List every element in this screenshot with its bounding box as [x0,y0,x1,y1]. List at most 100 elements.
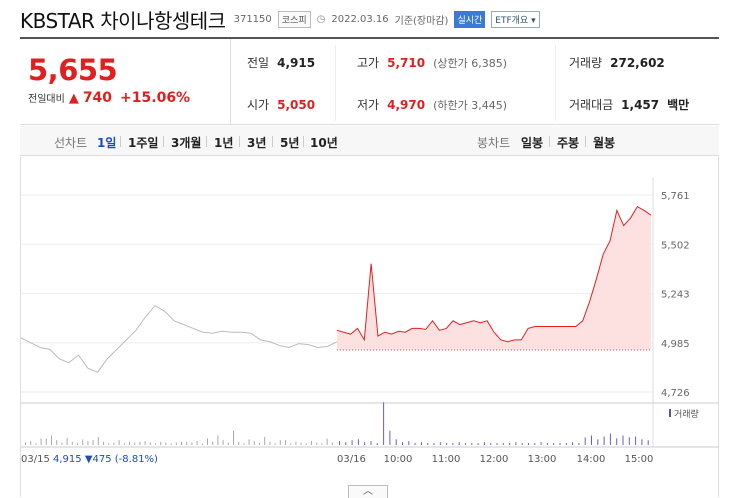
volume-bar [253,441,255,445]
volume-bar [160,441,162,445]
tab-1d[interactable]: 1일 [97,136,117,150]
x-tick-label: 15:00 [625,454,654,465]
volume-bar [540,442,542,445]
volume-bar [502,443,504,445]
volume-bar [584,437,586,445]
volume-bar [103,441,104,445]
volume-bar [635,436,637,445]
y-tick-label: 4,985 [661,339,690,350]
stat-label: 거래대금 [569,98,614,112]
volume-bar [279,440,281,445]
volume-bar [370,441,372,445]
realtime-button[interactable]: 실시간 [454,10,486,28]
chevron-up-icon: ︿ [363,486,373,497]
stat-unit: 백만 [667,98,690,112]
stat-sub: (하한가 3,445) [433,99,507,112]
volume-bar [217,435,219,445]
stat-low: 저가 4,970 (하한가 3,445) [357,96,507,113]
volume-bar [248,439,250,445]
tab-1y[interactable]: 1년 [214,136,234,150]
tab-3y[interactable]: 3년 [247,136,267,150]
tab-monthly-candle[interactable]: 월봉 [593,136,616,150]
volume-bar [186,441,188,445]
prev-day-label: 03/15 [21,454,53,465]
volume-bar [578,443,580,445]
stat-label: 고가 [357,56,380,70]
volume-bar [77,443,78,445]
page-title: KBSTAR 차이나항셍테크 [20,8,226,33]
divider [163,136,164,147]
volume-bar [364,442,366,445]
volume-bar [45,438,47,445]
x-tick-label: 14:00 [577,454,606,465]
volume-bar [597,439,599,445]
volume-bar [233,430,234,445]
volume-bar [51,435,52,445]
up-arrow-icon: ▲ [68,91,79,106]
tab-10y[interactable]: 10년 [310,136,338,150]
x-tick-label: 13:00 [528,454,557,465]
divider [585,136,586,147]
volume-bar [243,443,245,445]
divider [20,37,719,39]
volume-bar [395,439,397,445]
down-arrow-icon: ▼ [85,454,93,465]
x-tick-label: 03/16 [337,454,366,465]
volume-legend-swatch [669,409,671,417]
collapse-toggle-button[interactable]: ︿ [348,485,388,498]
volume-bar [25,442,26,445]
volume-bar [609,433,611,445]
volume-bar [420,442,422,445]
price-box: 5,655 전일대비 ▲ 740 +15.06% [20,39,231,125]
stat-open: 시가 5,050 [247,96,315,113]
stat-high: 고가 5,710 (상한가 6,385) [357,54,507,71]
volume-bar [471,443,473,445]
volume-bar [311,441,312,445]
volume-bar [376,443,378,445]
line-chart-label: 선차트 [54,136,88,150]
volume-bar [238,441,240,445]
volume-bar [383,402,385,445]
volume-bar [628,437,630,445]
tab-weekly-candle[interactable]: 주봉 [557,136,580,150]
volume-bar [300,442,302,445]
volume-bar [108,443,110,445]
volume-bar [496,443,498,445]
volume-bar [339,441,340,445]
volume-bar [446,443,448,445]
volume-bar [227,442,229,445]
volume-bar [565,443,567,445]
volume-bar [170,443,172,445]
divider [272,136,273,147]
tab-5y[interactable]: 5년 [280,136,300,150]
volume-bar [175,442,177,445]
basis-text: 기준(장마감) [394,15,449,27]
series-group [20,205,652,373]
volume-bar [129,441,130,445]
volume-bar [92,440,94,445]
y-tick-label: 4,726 [661,388,690,399]
tab-1w[interactable]: 1주일 [128,136,159,150]
volume-bar [66,437,68,445]
volume-bar [465,443,466,445]
volume-bar [259,442,260,445]
tab-3m[interactable]: 3개월 [171,136,202,150]
tab-daily-candle[interactable]: 일봉 [521,136,544,150]
volume-bar [458,442,460,445]
volume-bar [295,441,297,445]
volume-bar [285,440,286,445]
etf-overview-dropdown[interactable]: ETF개요 ▾ [491,10,540,28]
volume-bar [155,443,156,445]
volume-bar [509,443,511,445]
volume-bar [591,435,592,445]
stat-label: 저가 [357,98,380,112]
volume-bar [118,440,120,445]
volume-bar [321,443,323,445]
stat-volume: 거래량 272,602 [569,54,665,71]
volume-bar [264,437,266,445]
stat-value: 4,970 [387,98,426,112]
stat-label: 시가 [247,98,270,112]
volume-bar [389,430,391,445]
volume-bar [515,442,517,445]
stat-value: 1,457 [621,98,660,112]
